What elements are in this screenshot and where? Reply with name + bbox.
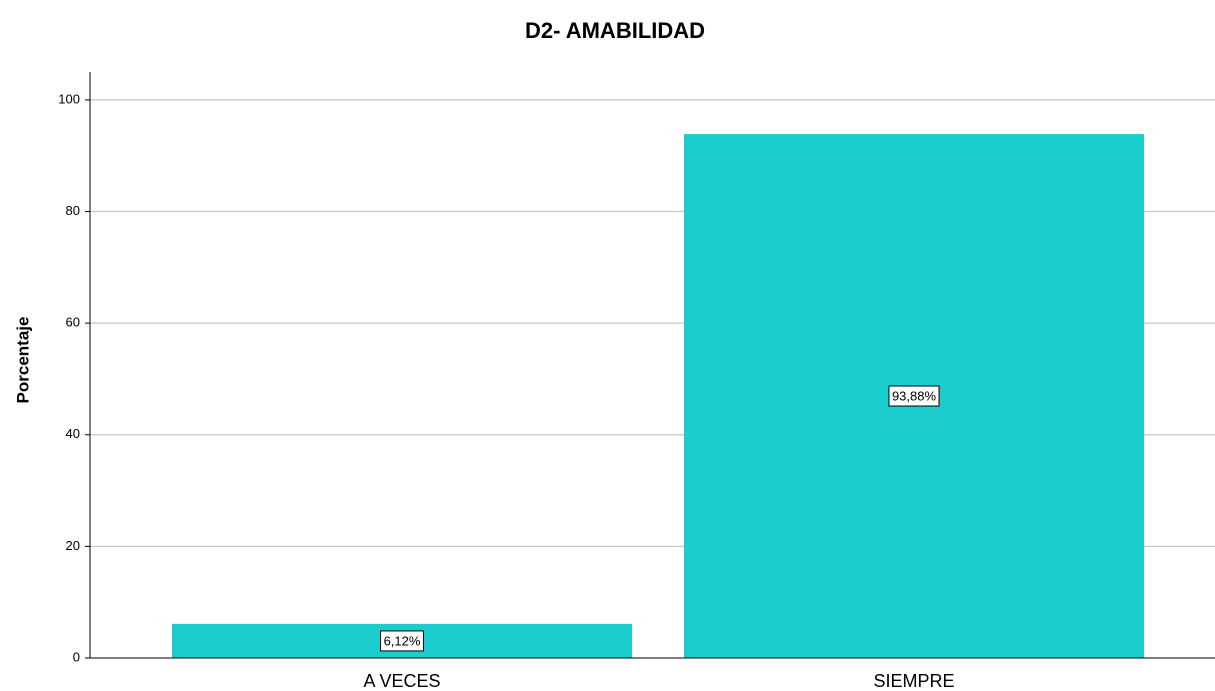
value-label-box xyxy=(888,385,940,407)
y-axis-label: Porcentaje xyxy=(13,317,32,404)
y-tick-label: 0 xyxy=(73,649,80,664)
x-tick-label: SIEMPRE xyxy=(873,671,954,691)
y-tick-label: 60 xyxy=(66,315,80,330)
chart-title: D2- AMABILIDAD xyxy=(525,18,705,43)
value-label-box xyxy=(380,630,424,652)
y-tick-label: 40 xyxy=(66,426,80,441)
y-tick-label: 100 xyxy=(58,91,80,106)
value-label: 93,88% xyxy=(892,388,937,403)
value-label: 6,12% xyxy=(384,633,421,648)
x-tick-label: A VECES xyxy=(363,671,440,691)
y-tick-label: 80 xyxy=(66,203,80,218)
y-tick-label: 20 xyxy=(66,538,80,553)
